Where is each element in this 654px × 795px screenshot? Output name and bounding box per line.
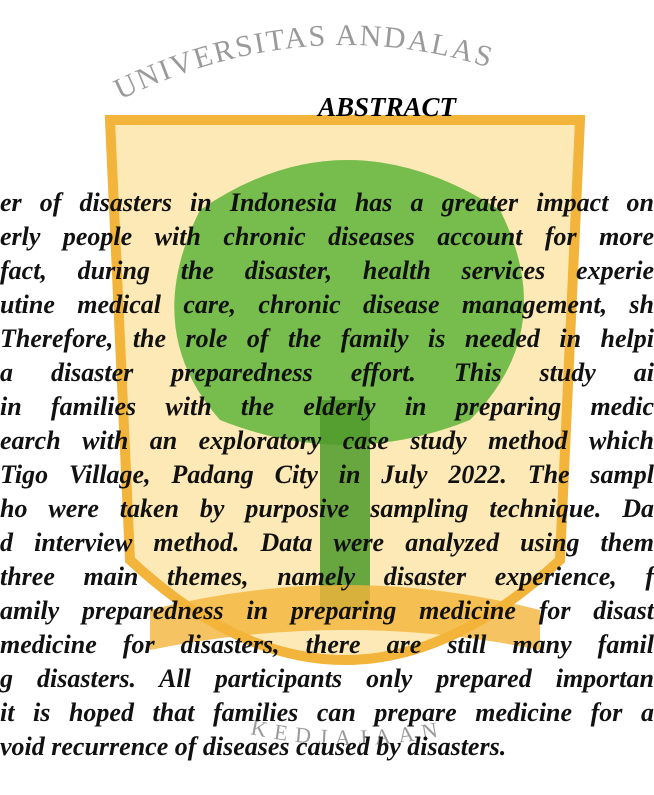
abstract-body: er of disasters in Indonesia has a great… (0, 186, 654, 764)
text-line: utine medical care, chronic disease mana… (0, 288, 654, 322)
text-line: Tigo Village, Padang City in July 2022. … (0, 458, 654, 492)
text-line: g disasters. All participants only prepa… (0, 662, 654, 696)
text-line: ho were taken by purposive sampling tech… (0, 492, 654, 526)
page: {"watermark": {"top": "UNIVERSITAS ANDAL… (0, 0, 654, 795)
text-line: medicine for disasters, there are still … (0, 628, 654, 662)
document: ABSTRACT er of disasters in Indonesia ha… (0, 0, 654, 795)
text-line: fact, during the disaster, health servic… (0, 254, 654, 288)
text-line: amily preparedness in preparing medicine… (0, 594, 654, 628)
text-line: it is hoped that families can prepare me… (0, 696, 654, 730)
abstract-title: ABSTRACT (0, 92, 654, 123)
text-line: in families with the elderly in preparin… (0, 390, 654, 424)
text-line: erly people with chronic diseases accoun… (0, 220, 654, 254)
text-line: three main themes, namely disaster exper… (0, 560, 654, 594)
text-line: d interview method. Data were analyzed u… (0, 526, 654, 560)
text-line: a disaster preparedness effort. This stu… (0, 356, 654, 390)
text-line: void recurrence of diseases caused by di… (0, 730, 654, 764)
text-line: er of disasters in Indonesia has a great… (0, 186, 654, 220)
text-line: Therefore, the role of the family is nee… (0, 322, 654, 356)
text-line: earch with an exploratory case study met… (0, 424, 654, 458)
